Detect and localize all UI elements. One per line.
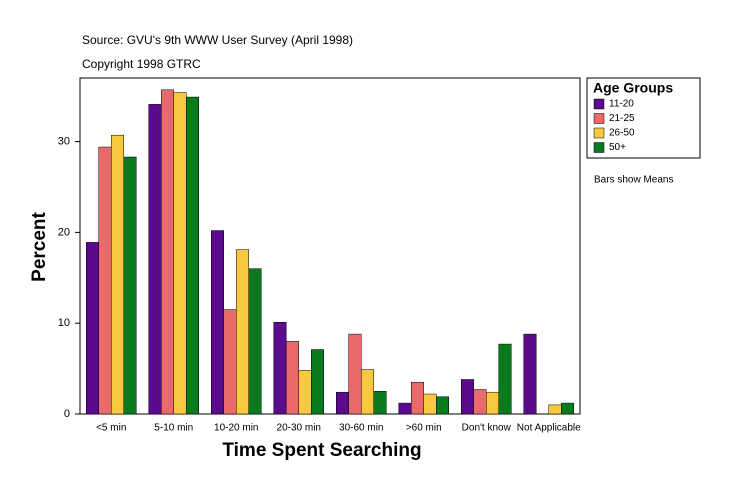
y-tick-label: 0 bbox=[64, 408, 70, 420]
x-tick-label: 30-60 min bbox=[339, 423, 383, 434]
x-tick-label: 5-10 min bbox=[154, 423, 193, 434]
x-tick-label: 20-30 min bbox=[277, 423, 321, 434]
bar bbox=[473, 389, 487, 415]
bar bbox=[348, 333, 362, 415]
y-tick-label: 20 bbox=[58, 226, 70, 238]
bar bbox=[423, 393, 437, 415]
bar bbox=[148, 104, 162, 415]
legend-label: 11-20 bbox=[609, 99, 634, 110]
bar bbox=[298, 370, 312, 415]
legend-label: 21-25 bbox=[609, 113, 635, 124]
bar bbox=[111, 134, 124, 415]
bar bbox=[223, 309, 237, 415]
bar bbox=[523, 333, 537, 415]
bar bbox=[411, 381, 424, 415]
legend-title: Age Groups bbox=[593, 80, 673, 96]
note: Bars show Means bbox=[594, 175, 673, 186]
legend-swatch bbox=[593, 98, 605, 110]
x-tick-label: Not Applicable bbox=[517, 423, 581, 434]
bar bbox=[286, 341, 299, 415]
bar bbox=[486, 391, 499, 415]
legend-swatch bbox=[593, 127, 605, 139]
y-axis-label: Percent bbox=[29, 211, 50, 281]
bar bbox=[311, 349, 324, 415]
bar bbox=[173, 92, 187, 415]
bar bbox=[461, 379, 474, 415]
bar bbox=[186, 96, 199, 415]
source: Source: GVU's 9th WWW User Survey (April… bbox=[82, 33, 353, 47]
copyright: Copyright 1998 GTRC bbox=[82, 57, 201, 71]
legend-swatch bbox=[593, 113, 605, 124]
bar bbox=[398, 402, 412, 415]
bar bbox=[436, 396, 449, 415]
bar bbox=[273, 322, 287, 415]
legend-swatch bbox=[593, 142, 605, 153]
x-tick-label: <5 min bbox=[96, 423, 126, 434]
legend-box bbox=[586, 77, 701, 159]
y-tick-label: 30 bbox=[58, 135, 70, 147]
bar bbox=[498, 343, 512, 415]
bar bbox=[211, 230, 224, 415]
x-axis-label: Time Spent Searching bbox=[222, 440, 421, 461]
x-tick-label: 10-20 min bbox=[214, 423, 258, 434]
bar bbox=[373, 391, 387, 415]
bar bbox=[248, 268, 262, 415]
bar bbox=[336, 391, 349, 415]
legend-label: 26-50 bbox=[609, 128, 635, 139]
bar bbox=[86, 242, 99, 415]
bar bbox=[161, 89, 174, 415]
y-tick-label: 10 bbox=[58, 317, 70, 329]
x-tick-label: >60 min bbox=[406, 423, 442, 434]
x-tick-label: Don't know bbox=[462, 423, 512, 434]
bar bbox=[236, 249, 249, 415]
bar bbox=[123, 156, 137, 415]
bar bbox=[98, 146, 112, 415]
bar bbox=[561, 402, 574, 415]
bar bbox=[548, 404, 562, 415]
bar bbox=[361, 369, 374, 415]
legend-label: 50+ bbox=[609, 142, 626, 153]
